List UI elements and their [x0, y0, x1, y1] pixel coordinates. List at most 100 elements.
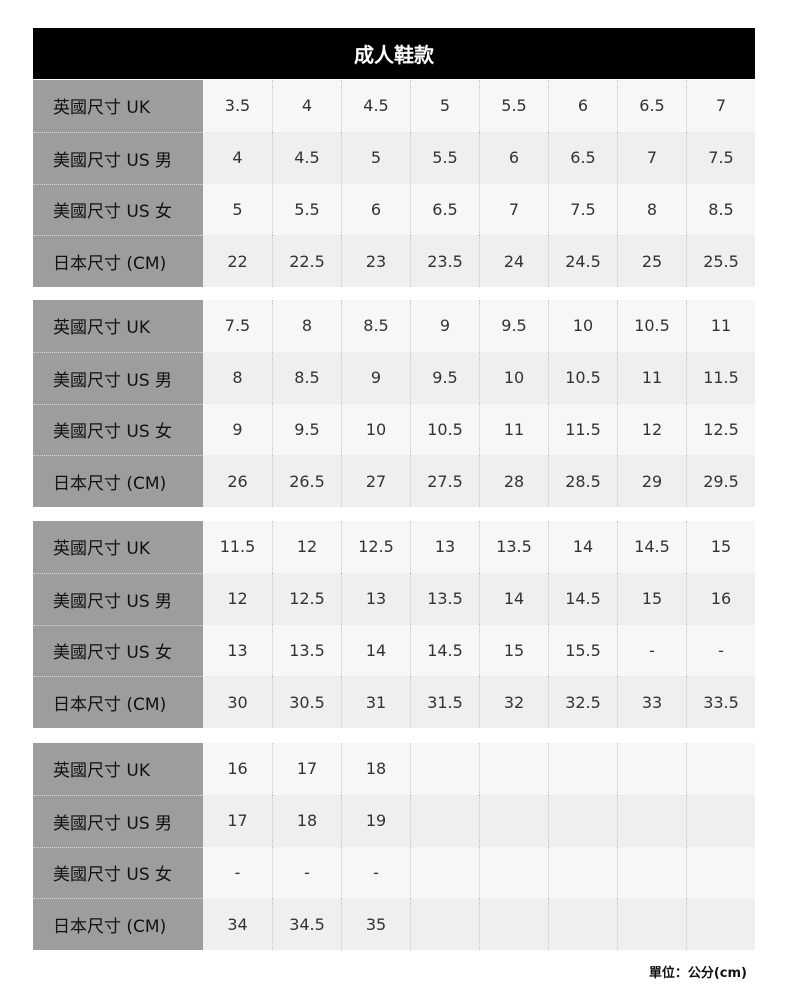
size-cell: 25 [617, 235, 686, 288]
size-cell: 22.5 [272, 235, 341, 288]
size-cell: 10.5 [410, 403, 479, 456]
table-row: 日本尺寸 (CM) 34 34.5 35 [33, 898, 755, 951]
size-cell: 4.5 [341, 80, 410, 132]
size-cell: 4 [203, 131, 272, 184]
size-cell: 23.5 [410, 235, 479, 288]
size-cell: 28 [479, 455, 548, 508]
size-cell [548, 794, 617, 847]
size-cell: 13 [203, 624, 272, 677]
size-cell: 11.5 [203, 521, 272, 573]
size-cell: 6 [548, 80, 617, 132]
table-row: 美國尺寸 US 女 13 13.5 14 14.5 15 15.5- - [33, 624, 755, 677]
size-cell: 5.5 [410, 131, 479, 184]
size-cell: 10 [479, 351, 548, 404]
size-cell: 25.5 [686, 235, 755, 288]
row-label: 美國尺寸 US 男 [33, 572, 203, 625]
size-cell: 33.5 [686, 676, 755, 729]
size-cell: 30.5 [272, 676, 341, 729]
table-row: 英國尺寸 UK 7.5 8 8.5 9 9.5 10 10.5 11 [33, 300, 755, 352]
unit-note: 單位：公分(cm) [648, 966, 747, 981]
size-cell: 9 [203, 403, 272, 456]
size-cell: 28.5 [548, 455, 617, 508]
size-cell: 27.5 [410, 455, 479, 508]
size-cell: 16 [686, 572, 755, 625]
table-row: 英國尺寸 UK 11.5 12 12.5 13 13.5 14 14.5 15 [33, 521, 755, 573]
size-cell: 16 [203, 743, 272, 795]
size-cell: 5 [341, 131, 410, 184]
size-cell: 12.5 [272, 572, 341, 625]
size-cell [410, 794, 479, 847]
size-cell: 8.5 [686, 183, 755, 236]
table-row: 美國尺寸 US 男 8 8.5 9 9.5 10 10.5 11 11.5 [33, 351, 755, 404]
size-cell: 15 [479, 624, 548, 677]
size-cell: 9.5 [479, 300, 548, 352]
size-cell: 14.5 [410, 624, 479, 677]
row-label: 日本尺寸 (CM) [33, 898, 203, 951]
size-cell: 4.5 [272, 131, 341, 184]
size-cell: 31 [341, 676, 410, 729]
row-label: 美國尺寸 US 女 [33, 403, 203, 456]
size-cell: 6.5 [548, 131, 617, 184]
size-cell: - [686, 624, 755, 677]
size-cell: 12.5 [341, 521, 410, 573]
size-cell: 8 [617, 183, 686, 236]
size-cell: 34.5 [272, 898, 341, 951]
size-cell: 4 [272, 80, 341, 132]
size-cell: 15.5 [548, 624, 617, 677]
table-row: 美國尺寸 US 女 5 5.5 6 6.5 7 7.5 8 8.5 [33, 183, 755, 236]
table-row: 日本尺寸 (CM) 22 22.5 23 23.5 24 24.5 25 25.5 [33, 235, 755, 288]
size-cell: 14 [341, 624, 410, 677]
size-cell: 10.5 [617, 300, 686, 352]
size-cell: - [272, 846, 341, 899]
size-cell: 10 [548, 300, 617, 352]
size-cell: 7.5 [686, 131, 755, 184]
size-cell: 9 [341, 351, 410, 404]
size-cell: 14.5 [617, 521, 686, 573]
size-cell [410, 743, 479, 795]
size-cell: 32.5 [548, 676, 617, 729]
size-cell: 34 [203, 898, 272, 951]
size-cell: 6.5 [617, 80, 686, 132]
size-cell: 15 [617, 572, 686, 625]
table-row: 日本尺寸 (CM) 26 26.5 27 27.5 28 28.5 29 29.5 [33, 455, 755, 508]
row-label: 英國尺寸 UK [33, 300, 203, 352]
size-cell: - [341, 846, 410, 899]
size-cell: 23 [341, 235, 410, 288]
row-label: 美國尺寸 US 男 [33, 794, 203, 847]
size-cell: 11 [686, 300, 755, 352]
size-cell: 30 [203, 676, 272, 729]
size-block: 英國尺寸 UK 11.5 12 12.5 13 13.5 14 14.5 15 美國尺寸 US 男… [33, 521, 755, 729]
size-cell: 17 [203, 794, 272, 847]
row-label: 美國尺寸 US 女 [33, 183, 203, 236]
size-cell: - [203, 846, 272, 899]
size-cell: 9 [410, 300, 479, 352]
size-cell: 24.5 [548, 235, 617, 288]
size-cell [548, 846, 617, 899]
size-cell: 26 [203, 455, 272, 508]
size-cell: 32 [479, 676, 548, 729]
size-cell: 6 [341, 183, 410, 236]
size-cell: 12 [203, 572, 272, 625]
table-row: 美國尺寸 US 女 9 9.5 10 10.5 11 11.5 12 12.5 [33, 403, 755, 456]
size-cell: 17 [272, 743, 341, 795]
row-label: 英國尺寸 UK [33, 80, 203, 132]
size-cell: 11.5 [686, 351, 755, 404]
size-cell: 5.5 [479, 80, 548, 132]
size-cell: 12 [617, 403, 686, 456]
row-label: 日本尺寸 (CM) [33, 676, 203, 729]
size-cell: 18 [272, 794, 341, 847]
size-cell: 29.5 [686, 455, 755, 508]
size-cell: 8 [272, 300, 341, 352]
size-cell: 7 [686, 80, 755, 132]
size-cell: 8.5 [341, 300, 410, 352]
size-cell: 10 [341, 403, 410, 456]
size-cell [479, 743, 548, 795]
size-cell: 11.5 [548, 403, 617, 456]
size-cell: 13 [410, 521, 479, 573]
table-row: 美國尺寸 US 男 4 4.5 5 5.5 6 6.5 7 7.5 [33, 131, 755, 184]
size-cell: 7.5 [203, 300, 272, 352]
table-title: 成人鞋款 [33, 28, 755, 79]
size-cell [410, 846, 479, 899]
size-cell: 8 [203, 351, 272, 404]
size-cell: 6 [479, 131, 548, 184]
